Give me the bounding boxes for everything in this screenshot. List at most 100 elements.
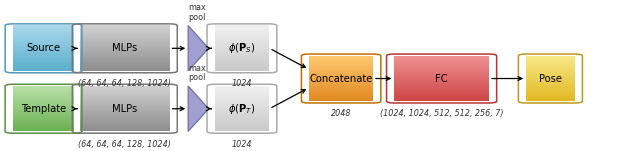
FancyBboxPatch shape xyxy=(13,40,74,41)
FancyBboxPatch shape xyxy=(526,93,575,94)
FancyBboxPatch shape xyxy=(526,56,575,57)
FancyBboxPatch shape xyxy=(80,123,170,124)
FancyBboxPatch shape xyxy=(394,74,489,75)
FancyBboxPatch shape xyxy=(309,65,373,66)
FancyBboxPatch shape xyxy=(13,66,74,67)
FancyBboxPatch shape xyxy=(13,59,74,60)
FancyBboxPatch shape xyxy=(526,72,575,73)
FancyBboxPatch shape xyxy=(394,99,489,100)
FancyBboxPatch shape xyxy=(526,99,575,100)
FancyBboxPatch shape xyxy=(80,89,170,90)
FancyBboxPatch shape xyxy=(215,96,269,97)
FancyBboxPatch shape xyxy=(215,39,269,40)
FancyBboxPatch shape xyxy=(13,108,74,109)
FancyBboxPatch shape xyxy=(13,98,74,99)
FancyBboxPatch shape xyxy=(80,96,170,97)
FancyBboxPatch shape xyxy=(309,90,373,91)
FancyBboxPatch shape xyxy=(80,96,170,97)
FancyBboxPatch shape xyxy=(394,78,489,79)
FancyBboxPatch shape xyxy=(13,123,74,124)
FancyBboxPatch shape xyxy=(80,66,170,67)
FancyBboxPatch shape xyxy=(215,56,269,57)
FancyBboxPatch shape xyxy=(80,60,170,61)
FancyBboxPatch shape xyxy=(309,83,373,84)
FancyBboxPatch shape xyxy=(80,36,170,37)
FancyBboxPatch shape xyxy=(215,91,269,92)
FancyBboxPatch shape xyxy=(80,68,170,69)
FancyBboxPatch shape xyxy=(394,73,489,74)
FancyBboxPatch shape xyxy=(215,111,269,112)
FancyBboxPatch shape xyxy=(526,73,575,74)
FancyBboxPatch shape xyxy=(526,87,575,88)
FancyBboxPatch shape xyxy=(13,96,74,97)
FancyBboxPatch shape xyxy=(80,87,170,88)
FancyBboxPatch shape xyxy=(215,38,269,39)
FancyBboxPatch shape xyxy=(80,27,170,28)
FancyBboxPatch shape xyxy=(13,47,74,48)
FancyBboxPatch shape xyxy=(80,70,170,71)
FancyBboxPatch shape xyxy=(80,28,170,29)
FancyBboxPatch shape xyxy=(13,51,74,52)
FancyBboxPatch shape xyxy=(526,70,575,71)
FancyBboxPatch shape xyxy=(215,105,269,106)
FancyBboxPatch shape xyxy=(80,47,170,48)
Text: Concatenate: Concatenate xyxy=(309,74,373,84)
FancyBboxPatch shape xyxy=(215,101,269,102)
FancyBboxPatch shape xyxy=(526,77,575,78)
FancyBboxPatch shape xyxy=(80,59,170,60)
FancyBboxPatch shape xyxy=(80,45,170,46)
FancyBboxPatch shape xyxy=(215,93,269,94)
FancyBboxPatch shape xyxy=(80,127,170,128)
FancyBboxPatch shape xyxy=(80,35,170,36)
FancyBboxPatch shape xyxy=(215,122,269,123)
FancyBboxPatch shape xyxy=(309,94,373,95)
FancyBboxPatch shape xyxy=(215,102,269,103)
FancyBboxPatch shape xyxy=(13,31,74,32)
FancyBboxPatch shape xyxy=(13,57,74,58)
FancyBboxPatch shape xyxy=(13,114,74,115)
FancyBboxPatch shape xyxy=(80,34,170,35)
FancyBboxPatch shape xyxy=(526,80,575,81)
FancyBboxPatch shape xyxy=(215,117,269,119)
FancyBboxPatch shape xyxy=(13,59,74,60)
FancyBboxPatch shape xyxy=(309,96,373,97)
FancyBboxPatch shape xyxy=(309,86,373,87)
FancyBboxPatch shape xyxy=(13,93,74,94)
FancyBboxPatch shape xyxy=(215,111,269,112)
FancyBboxPatch shape xyxy=(215,88,269,89)
FancyBboxPatch shape xyxy=(309,77,373,78)
FancyBboxPatch shape xyxy=(309,60,373,61)
FancyBboxPatch shape xyxy=(215,106,269,107)
FancyBboxPatch shape xyxy=(80,61,170,62)
FancyBboxPatch shape xyxy=(394,100,489,101)
FancyBboxPatch shape xyxy=(80,43,170,45)
FancyBboxPatch shape xyxy=(80,49,170,50)
FancyBboxPatch shape xyxy=(13,47,74,48)
FancyBboxPatch shape xyxy=(13,101,74,102)
FancyBboxPatch shape xyxy=(394,56,489,57)
FancyBboxPatch shape xyxy=(309,95,373,96)
FancyBboxPatch shape xyxy=(215,120,269,122)
Text: (1024, 1024, 512, 512, 256, 7): (1024, 1024, 512, 512, 256, 7) xyxy=(380,109,503,119)
FancyBboxPatch shape xyxy=(215,56,269,57)
FancyBboxPatch shape xyxy=(13,130,74,131)
Text: 1024: 1024 xyxy=(232,79,252,88)
FancyBboxPatch shape xyxy=(13,42,74,43)
FancyBboxPatch shape xyxy=(13,113,74,114)
FancyBboxPatch shape xyxy=(13,96,74,97)
FancyBboxPatch shape xyxy=(309,90,373,91)
FancyBboxPatch shape xyxy=(80,55,170,56)
FancyBboxPatch shape xyxy=(215,65,269,66)
FancyBboxPatch shape xyxy=(80,103,170,104)
FancyBboxPatch shape xyxy=(80,94,170,95)
FancyBboxPatch shape xyxy=(80,108,170,109)
FancyBboxPatch shape xyxy=(526,100,575,101)
FancyBboxPatch shape xyxy=(526,86,575,87)
FancyBboxPatch shape xyxy=(13,99,74,100)
FancyBboxPatch shape xyxy=(394,87,489,88)
FancyBboxPatch shape xyxy=(215,87,269,88)
FancyBboxPatch shape xyxy=(309,64,373,65)
FancyBboxPatch shape xyxy=(526,83,575,84)
FancyBboxPatch shape xyxy=(80,30,170,31)
FancyBboxPatch shape xyxy=(394,76,489,77)
